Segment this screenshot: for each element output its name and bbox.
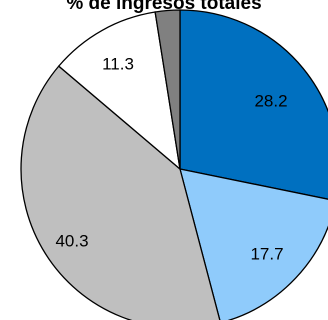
pie-labels: 28.2 17.7 40.3 11.3 — [55, 54, 287, 263]
pie-slice-4 — [57, 11, 181, 171]
slice-label-1: 28.2 — [254, 91, 287, 110]
slice-label-4: 11.3 — [102, 54, 134, 73]
pie-slice-2 — [179, 168, 328, 320]
pie-slice-1 — [179, 9, 328, 200]
pie-slice-5 — [154, 9, 181, 170]
chart-title: % de ingresos totales — [66, 0, 262, 14]
slice-label-2: 17.7 — [250, 244, 283, 263]
pie-slices — [20, 9, 328, 320]
pie-slice-3 — [20, 65, 221, 320]
slice-label-3: 40.3 — [55, 231, 88, 250]
